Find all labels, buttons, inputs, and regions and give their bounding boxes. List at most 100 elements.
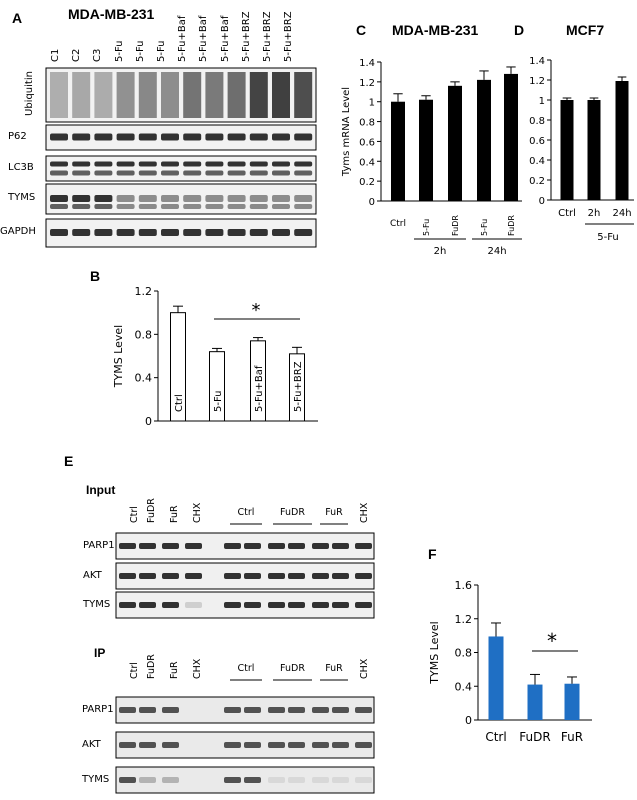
blot-band (249, 161, 268, 167)
blot-band (162, 573, 179, 579)
y-axis-label: TYMS Level (428, 621, 441, 684)
panel-e-letter: E (64, 453, 74, 469)
panel-a-blots (45, 67, 317, 248)
blot-band (227, 170, 246, 176)
significance-marker: * (252, 300, 261, 321)
panel-a-title: MDA-MB-231 (68, 6, 155, 22)
category-label: 5-Fu (213, 390, 224, 412)
blot-band (116, 229, 135, 236)
blot-band (205, 161, 224, 167)
blot-band (119, 777, 136, 783)
group-label: FuDR (280, 663, 305, 674)
blot-band (224, 573, 241, 579)
blot-band (244, 707, 261, 713)
bar (477, 79, 491, 201)
y-axis-label: Tyms mRNA Level (341, 87, 352, 177)
blot-band (288, 707, 305, 713)
blot-band (244, 573, 261, 579)
blot-band (355, 543, 372, 549)
input-heading: Input (86, 483, 116, 497)
blot-band (185, 602, 202, 608)
blot-band (119, 543, 136, 549)
blot-band (50, 72, 68, 118)
panel-c-title: MDA-MB-231 (392, 22, 479, 38)
blot-band (116, 170, 135, 176)
blot-band (138, 195, 157, 202)
blot-band (312, 543, 329, 549)
blot-band (72, 204, 91, 209)
group-label: 24h (487, 246, 506, 257)
blot-band (332, 573, 349, 579)
y-axis-label: TYMS Level (112, 325, 125, 388)
blot-band (72, 161, 91, 167)
y-tick-label: 0 (145, 415, 152, 428)
blot-band (50, 161, 68, 167)
group-label: Ctrl (237, 507, 255, 518)
blot-frame (45, 155, 317, 182)
blot-band (312, 707, 329, 713)
blot-label: P62 (8, 130, 27, 142)
blot-band (116, 195, 135, 202)
blot-band (272, 161, 290, 167)
blot-band (244, 777, 261, 783)
blot-band (312, 602, 329, 608)
significance-marker: * (547, 629, 557, 653)
y-tick-label: 0.8 (135, 328, 153, 341)
blot-band (94, 72, 113, 118)
blot-band (244, 602, 261, 608)
blot-label: TYMS (8, 192, 36, 203)
panel-c-letter: C (356, 22, 367, 38)
y-tick-label: 1.2 (359, 78, 375, 89)
bar (587, 100, 601, 200)
panel-d-letter: D (514, 22, 525, 38)
blot-band (72, 133, 91, 141)
blot-band (249, 229, 268, 236)
y-tick-label: 0.4 (455, 680, 473, 693)
blot-band (272, 195, 290, 202)
blot-band (50, 170, 68, 176)
blot-band (294, 72, 313, 118)
blot-band (161, 133, 179, 141)
blot-band (138, 229, 157, 236)
category-label: FuDR (507, 215, 516, 236)
blot-band (183, 170, 202, 176)
category-label: FuDR (451, 215, 460, 236)
blot-label: AKT (82, 739, 101, 750)
blot-band (183, 133, 202, 141)
blot-band (249, 195, 268, 202)
blot-label: GAPDH (0, 226, 36, 237)
category-label: 5-Fu (422, 219, 431, 236)
blot-band (227, 195, 246, 202)
y-tick-label: 0.8 (455, 647, 473, 660)
blot-band (224, 602, 241, 608)
blot-band (332, 543, 349, 549)
blot-band (72, 170, 91, 176)
blot-band (94, 161, 113, 167)
blot-band (355, 742, 372, 748)
blot-band (227, 161, 246, 167)
bar (615, 81, 629, 200)
blot-band (72, 195, 91, 202)
group-label: FuR (325, 507, 343, 518)
blot-band (161, 161, 179, 167)
y-tick-label: 0 (465, 714, 472, 727)
blot-band (138, 133, 157, 141)
blot-band (162, 543, 179, 549)
blot-band (249, 133, 268, 141)
blot-band (139, 777, 156, 783)
y-tick-label: 0.4 (529, 156, 545, 167)
blot-band (94, 195, 113, 202)
bar (527, 684, 543, 720)
blot-band (205, 195, 224, 202)
blot-band (183, 195, 202, 202)
y-tick-label: 0.2 (359, 177, 375, 188)
blot-band (227, 72, 246, 118)
category-label: 5-Fu (480, 219, 489, 236)
category-label: 24h (612, 208, 631, 219)
category-label: Ctrl (485, 730, 506, 744)
blot-band (119, 742, 136, 748)
blot-band (244, 543, 261, 549)
blot-band (162, 602, 179, 608)
panel-a-letter: A (12, 10, 23, 26)
